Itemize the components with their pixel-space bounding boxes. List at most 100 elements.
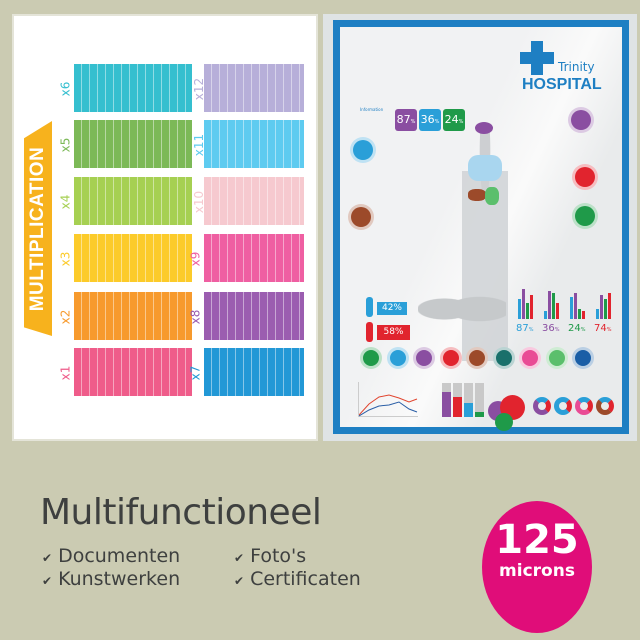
times-table-block xyxy=(204,292,304,340)
bar xyxy=(596,309,599,319)
female-icon xyxy=(366,322,373,342)
female-percent: 58% xyxy=(377,325,410,340)
multiplication-banner: MULTIPLICATION xyxy=(24,121,52,336)
check-icon: ✔ xyxy=(234,551,245,565)
bar xyxy=(578,309,581,319)
headline: Multifunctioneel xyxy=(40,492,322,533)
times-table-block xyxy=(74,64,192,112)
table-label: x7 xyxy=(188,365,203,381)
times-table-block xyxy=(74,292,192,340)
table-label: x3 xyxy=(58,251,73,267)
gauge-bar xyxy=(475,383,484,417)
donut-chart xyxy=(554,397,572,415)
hospital-poster-frame: Trinity HOSPITAL Information 87% 36% 24% 4… xyxy=(333,20,629,434)
bar xyxy=(600,295,603,319)
table-label: x6 xyxy=(58,81,73,97)
times-table-block xyxy=(204,348,304,396)
mini-bar-chart xyxy=(544,289,560,319)
stat-tile: 24% xyxy=(443,109,465,131)
gauge-fill xyxy=(464,403,473,417)
bar xyxy=(556,303,559,319)
bar xyxy=(604,299,607,319)
times-table-block xyxy=(204,64,304,112)
gauge-fill xyxy=(442,391,451,417)
bar xyxy=(608,293,611,319)
cross-icon xyxy=(520,41,554,75)
stat-percent: 74% xyxy=(594,323,612,334)
table-label: x5 xyxy=(58,137,73,153)
bar xyxy=(582,311,585,319)
bar xyxy=(552,293,555,319)
heart-circle-icon xyxy=(572,164,598,190)
times-table-block xyxy=(74,120,192,168)
bar xyxy=(570,297,573,319)
bar xyxy=(526,303,529,319)
times-table-block xyxy=(74,234,192,282)
check-icon: ✔ xyxy=(234,574,245,588)
bar xyxy=(518,299,521,319)
feature-item: ✔ Foto's xyxy=(234,545,307,567)
heart-icon xyxy=(519,347,541,369)
times-table-block xyxy=(204,234,304,282)
table-label: x8 xyxy=(188,309,203,325)
donut-chart xyxy=(533,397,551,415)
bar xyxy=(548,291,551,319)
mini-bar-chart xyxy=(596,289,612,319)
brand-top: Trinity xyxy=(558,60,595,74)
gauge-bar xyxy=(442,383,451,417)
gauge-bar xyxy=(453,383,462,417)
stomach-icon xyxy=(360,347,382,369)
multiplication-poster: MULTIPLICATION x6 x12 x5 x11 x4 x10 x3 x… xyxy=(12,14,318,441)
line-chart-svg xyxy=(358,394,418,417)
times-table-block xyxy=(204,120,304,168)
bar xyxy=(544,311,547,319)
banner-title: MULTIPLICATION xyxy=(27,146,48,311)
bar xyxy=(530,295,533,319)
liver-circle-icon xyxy=(348,204,374,230)
stat-percent: 24% xyxy=(568,323,586,334)
stat-tile: 36% xyxy=(419,109,441,131)
bar xyxy=(574,293,577,319)
stomach-circle-icon xyxy=(572,203,598,229)
times-table-block xyxy=(204,177,304,225)
apple-icon xyxy=(572,347,594,369)
gauge-fill xyxy=(475,411,484,417)
liver-icon xyxy=(466,347,488,369)
badge-value: 125 xyxy=(495,517,579,563)
male-icon xyxy=(366,297,373,317)
info-label: Information xyxy=(360,107,384,112)
stat-tile: 87% xyxy=(395,109,417,131)
brain-circle-icon xyxy=(568,107,594,133)
male-percent: 42% xyxy=(377,302,407,315)
brain-organ xyxy=(475,122,493,134)
gauge-fill xyxy=(453,396,462,417)
check-icon: ✔ xyxy=(42,574,53,588)
donut-chart xyxy=(575,397,593,415)
thickness-badge: 125 microns xyxy=(482,501,592,633)
table-label: x1 xyxy=(58,365,73,381)
mini-bar-chart xyxy=(570,289,586,319)
world-map xyxy=(418,293,506,333)
feature-item: ✔ Kunstwerken xyxy=(42,568,181,590)
check-icon: ✔ xyxy=(42,551,53,565)
venn-green xyxy=(495,413,513,431)
tooth-icon xyxy=(492,347,515,369)
feature-item: ✔ Certificaten xyxy=(234,568,361,590)
donut-chart xyxy=(596,397,614,415)
gauge-bar xyxy=(464,383,473,417)
table-label: x2 xyxy=(58,309,73,325)
line-chart xyxy=(358,382,418,417)
badge-unit: microns xyxy=(499,561,575,581)
table-label: x9 xyxy=(188,251,203,267)
heart-organ-icon xyxy=(439,347,462,369)
lungs-icon xyxy=(386,347,409,369)
stat-percent: 36% xyxy=(542,323,560,334)
times-table-block xyxy=(74,177,192,225)
brain-icon xyxy=(413,347,435,369)
liver-organ xyxy=(468,189,486,201)
bar xyxy=(522,289,525,319)
lungs-circle-icon xyxy=(350,137,376,163)
table-label: x4 xyxy=(58,194,73,210)
brand-main: HOSPITAL xyxy=(522,76,602,93)
stomach-organ xyxy=(485,187,499,205)
